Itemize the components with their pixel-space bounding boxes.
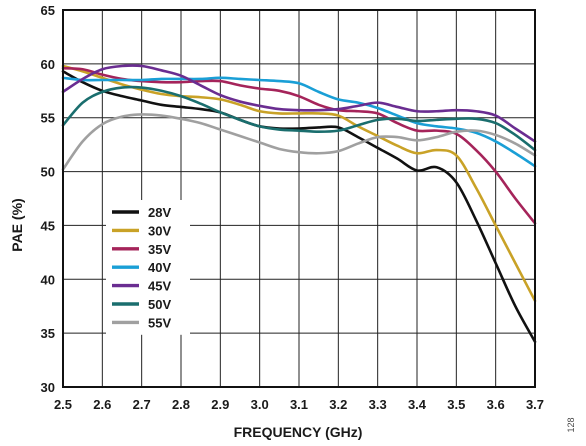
legend: 28V 30V 35V 40V 45V 50V 55V	[106, 200, 190, 335]
x-tick-label: 3.3	[369, 397, 387, 412]
legend-label-35v: 35V	[148, 242, 171, 257]
y-tick-label: 50	[41, 165, 55, 180]
legend-label-45v: 45V	[148, 279, 171, 294]
series-line-50v	[61, 85, 537, 152]
y-axis-label: PAE (%)	[9, 198, 25, 251]
legend-label-40v: 40V	[148, 260, 171, 275]
y-tick-labels: 30 35 40 45 50 55 60 65	[41, 3, 55, 395]
data-series	[61, 64, 537, 344]
y-tick-label: 30	[41, 380, 55, 395]
legend-label-30v: 30V	[148, 223, 171, 238]
legend-label-50v: 50V	[148, 297, 171, 312]
x-tick-label: 3.0	[251, 397, 269, 412]
x-tick-label: 2.6	[93, 397, 111, 412]
y-tick-label: 40	[41, 272, 55, 287]
series-line-55v	[61, 113, 537, 171]
x-tick-label: 3.4	[408, 397, 427, 412]
x-tick-label: 3.1	[290, 397, 308, 412]
y-tick-label: 65	[41, 3, 55, 18]
x-tick-labels: 2.5 2.6 2.7 2.8 2.9 3.0 3.1 3.2 3.3 3.4 3.5 3.6 3.7	[54, 397, 544, 412]
x-tick-label: 2.9	[211, 397, 229, 412]
x-axis-label: FREQUENCY (GHz)	[234, 424, 363, 440]
series-line-30v	[61, 64, 537, 303]
legend-label-28v: 28V	[148, 205, 171, 220]
series-line-40v	[61, 76, 537, 168]
series-line-28v	[61, 70, 537, 344]
y-tick-label: 35	[41, 326, 55, 341]
x-tick-label: 2.8	[172, 397, 190, 412]
plot-frame	[62, 9, 536, 388]
x-tick-label: 3.2	[329, 397, 347, 412]
x-tick-label: 3.6	[487, 397, 505, 412]
x-tick-label: 3.5	[447, 397, 465, 412]
y-tick-label: 45	[41, 218, 55, 233]
x-tick-label: 2.7	[133, 397, 151, 412]
figure-number: 128	[566, 417, 576, 432]
y-tick-label: 55	[41, 111, 55, 126]
x-tick-label: 2.5	[54, 397, 72, 412]
y-tick-label: 60	[41, 57, 55, 72]
legend-label-55v: 55V	[148, 315, 171, 330]
x-tick-label: 3.7	[526, 397, 544, 412]
series-line-45v	[61, 64, 537, 143]
